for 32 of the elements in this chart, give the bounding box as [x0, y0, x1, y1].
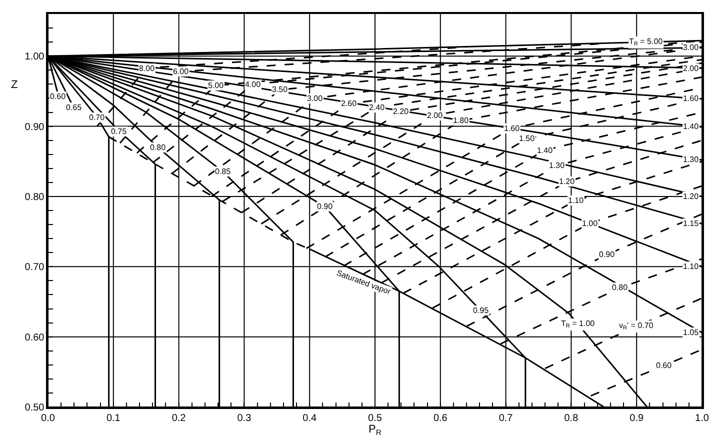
x-tick-label: 0.9 [630, 412, 644, 424]
y-tick-label: 0.50 [24, 402, 45, 414]
annotation: 2.00 [683, 64, 700, 73]
x-tick-label: 0.7 [498, 412, 514, 424]
x-tick-label: 0.4 [302, 412, 317, 424]
x-tick-label: 0.1 [106, 412, 121, 424]
x-tick-label: 0.8 [564, 412, 579, 424]
annotation: 3.00 [683, 43, 700, 52]
annotation: T$_{R}$ = 5.00 [629, 37, 664, 48]
x-tick-label: 0.2 [172, 412, 186, 424]
annotation: 1.20 [683, 192, 700, 201]
x-tick-label: 1.0 [695, 412, 710, 424]
x-tick-label: 0.5 [368, 412, 382, 424]
annotation: 1.30 [683, 155, 700, 164]
y-tick-label: 0.90 [24, 122, 45, 133]
annotation: T$_{R}$ = 1.00 [561, 319, 596, 330]
annotation: 0.95 [473, 306, 490, 315]
annotation: 1.15 [683, 219, 700, 228]
y-tick-label: 0.60 [24, 332, 45, 344]
y-axis-title: Z [11, 79, 18, 91]
x-tick-label: 0.3 [237, 412, 252, 424]
annotation: 1.50 [519, 134, 536, 143]
y-tick-label: 0.70 [24, 262, 45, 274]
x-tick-label: 0.6 [433, 412, 448, 424]
x-axis-title: P$_{R}$ [368, 424, 382, 438]
y-tick-label: 0.80 [24, 192, 45, 203]
annotation: 1.05 [683, 328, 700, 337]
annotation: 1.10 [683, 262, 700, 271]
annotation: 1.40 [683, 122, 700, 131]
x-tick-label: 0.0 [41, 412, 56, 424]
annotation: 1.60 [683, 94, 700, 103]
y-tick-label: 1.00 [24, 52, 45, 63]
